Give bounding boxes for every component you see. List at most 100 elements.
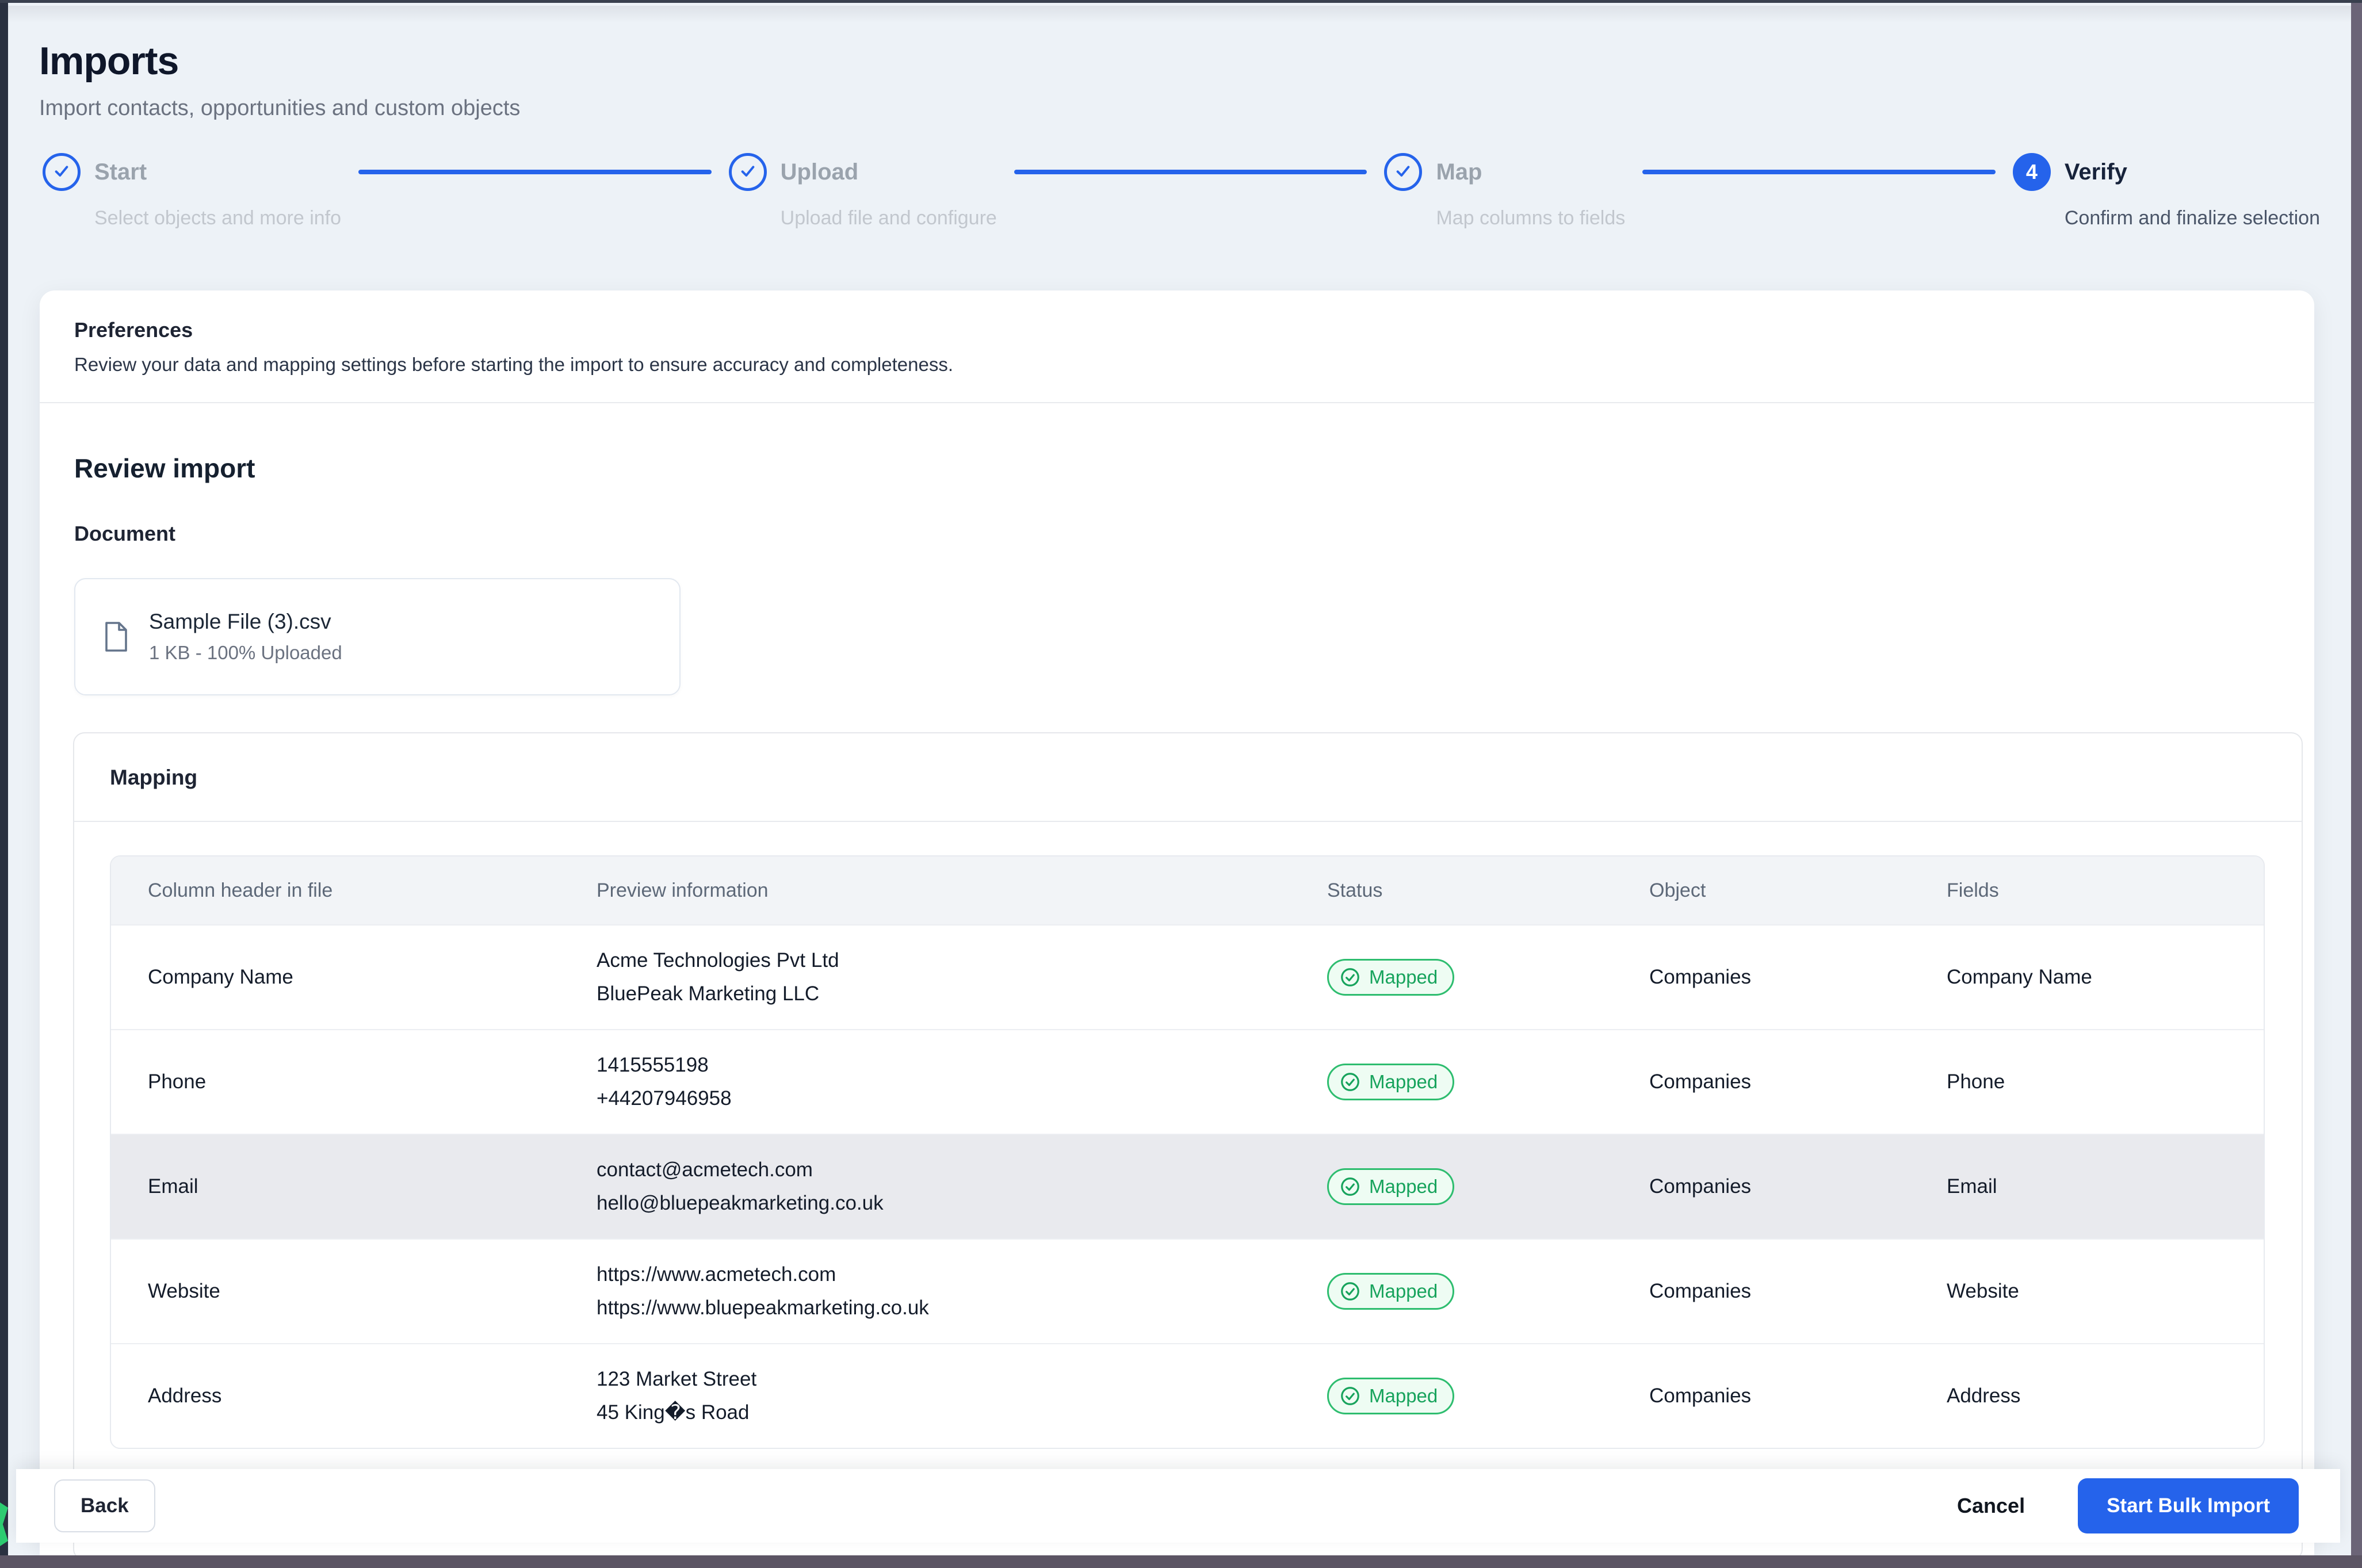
mapping-table-row[interactable]: Email contact@acmetech.com hello@bluepea… [111, 1134, 2264, 1238]
stepper-connector-line [358, 170, 712, 174]
mapping-table-row[interactable]: Address 123 Market Street 45 King�s Road… [111, 1343, 2264, 1448]
preferences-description: Review your data and mapping settings be… [74, 354, 954, 375]
mapped-status-badge: Mapped [1327, 1378, 1455, 1414]
stepper-step-indicator [43, 153, 81, 191]
cell-field: Website [1947, 1280, 2019, 1302]
stepper-step[interactable]: 4 Verify Confirm and finalize selection [2012, 153, 2320, 230]
stepper-step-indicator [1384, 153, 1423, 191]
section-divider [40, 402, 2314, 403]
review-import-title: Review import [74, 453, 255, 483]
stepper-step-label: Upload [780, 159, 859, 185]
stepper-step-top: Upload [728, 153, 997, 191]
step-check-icon [739, 162, 757, 183]
uploaded-file-card: Sample File (3).csv 1 KB - 100% Uploaded [74, 578, 681, 695]
badge-label: Mapped [1369, 1280, 1438, 1302]
preview-line-2: 45 King�s Road [597, 1401, 750, 1424]
cell-column-header: Email [148, 1175, 198, 1198]
preview-line-2: BluePeak Marketing LLC [597, 982, 820, 1005]
mapping-card: Mapping Column header in file Preview in… [73, 732, 2303, 1555]
mapping-table-header: Column header in file Preview informatio… [111, 856, 2264, 924]
review-import-section: Review import Document Sample File (3).c… [40, 403, 2314, 695]
cancel-button[interactable]: Cancel [1940, 1482, 2042, 1529]
stepper-connector-line [1642, 170, 1996, 174]
stepper-step-label: Start [94, 159, 147, 185]
page-subtitle: Import contacts, opportunities and custo… [39, 96, 521, 120]
stepper-step[interactable]: Start Select objects and more info [43, 153, 341, 230]
cell-object: Companies [1649, 1280, 1752, 1302]
cell-field: Email [1947, 1175, 1997, 1198]
preview-line-1: 123 Market Street [597, 1368, 757, 1390]
file-name: Sample File (3).csv [149, 610, 331, 633]
preview-line-1: https://www.acmetech.com [597, 1263, 836, 1286]
stepper-connector-line [1014, 170, 1367, 174]
cell-field: Address [1947, 1385, 2021, 1407]
cell-status: Mapped [1290, 1064, 1612, 1100]
stepper-step-top: 4 Verify [2012, 153, 2320, 191]
cell-field: Phone [1947, 1070, 2005, 1093]
imports-page: Imports Import contacts, opportunities a… [8, 3, 2351, 1555]
cell-status: Mapped [1290, 1378, 1612, 1414]
stepper-step-top: Map [1384, 153, 1625, 191]
cell-preview: contact@acmetech.com hello@bluepeakmarke… [560, 1158, 1290, 1215]
step-number: 4 [2025, 160, 2038, 183]
stepper-step[interactable]: Map Map columns to fields [1384, 153, 1625, 230]
mapping-table-row[interactable]: Company Name Acme Technologies Pvt Ltd B… [111, 924, 2264, 1029]
back-button[interactable]: Back [54, 1479, 155, 1532]
column-header-fields: Fields [1947, 879, 1999, 901]
cell-preview: https://www.acmetech.com https://www.blu… [560, 1263, 1290, 1320]
cell-status: Mapped [1290, 959, 1612, 996]
window-top-edge [0, 0, 2362, 3]
cell-column-header: Phone [148, 1070, 207, 1093]
verify-panel: Preferences Review your data and mapping… [40, 290, 2314, 1555]
file-document-icon [102, 621, 129, 653]
page-title: Imports [39, 39, 179, 83]
window-left-edge [0, 0, 8, 1555]
cell-object: Companies [1649, 1385, 1752, 1407]
preview-line-2: hello@bluepeakmarketing.co.uk [597, 1192, 884, 1214]
stepper-step-description: Upload file and configure [780, 207, 997, 229]
column-header-file: Column header in file [148, 879, 333, 901]
badge-label: Mapped [1369, 1385, 1438, 1406]
cell-status: Mapped [1290, 1168, 1612, 1205]
cell-preview: 123 Market Street 45 King�s Road [560, 1368, 1290, 1424]
footer-action-bar: Back Cancel Start Bulk Import [16, 1469, 2340, 1543]
mapping-table-row[interactable]: Phone 1415555198 +44207946958 Mapped Com… [111, 1029, 2264, 1134]
top-gradient [8, 6, 2351, 23]
document-label: Document [74, 522, 176, 545]
cell-status: Mapped [1290, 1273, 1612, 1310]
cell-column-header: Address [148, 1385, 222, 1407]
cell-column-header: Company Name [148, 966, 293, 988]
taskbar-strip [0, 1555, 2362, 1568]
preview-line-1: contact@acmetech.com [597, 1158, 813, 1181]
mapping-table-body: Company Name Acme Technologies Pvt Ltd B… [111, 924, 2264, 1448]
page-header: Imports Import contacts, opportunities a… [8, 3, 2351, 121]
column-header-status: Status [1327, 879, 1383, 901]
preview-line-1: 1415555198 [597, 1054, 709, 1076]
mapped-status-badge: Mapped [1327, 959, 1455, 996]
badge-label: Mapped [1369, 1176, 1438, 1197]
stepper-step-label: Map [1436, 159, 1482, 185]
stepper: Start Select objects and more info Uploa… [8, 121, 2351, 230]
stepper-step-label: Verify [2064, 159, 2127, 185]
file-info: Sample File (3).csv 1 KB - 100% Uploaded [149, 610, 342, 664]
mapping-table-row[interactable]: Website https://www.acmetech.com https:/… [111, 1238, 2264, 1343]
mapping-divider [74, 821, 2302, 822]
stepper-step-top: Start [43, 153, 341, 191]
cell-preview: 1415555198 +44207946958 [560, 1054, 1290, 1110]
badge-label: Mapped [1369, 1071, 1438, 1092]
step-check-icon [1394, 162, 1412, 183]
mapped-status-badge: Mapped [1327, 1273, 1455, 1310]
badge-label: Mapped [1369, 966, 1438, 988]
cell-object: Companies [1649, 1070, 1752, 1093]
start-bulk-import-button[interactable]: Start Bulk Import [2078, 1478, 2299, 1533]
mapping-table: Column header in file Preview informatio… [110, 855, 2265, 1449]
preview-line-1: Acme Technologies Pvt Ltd [597, 949, 839, 972]
cell-object: Companies [1649, 1175, 1752, 1198]
stepper-step[interactable]: Upload Upload file and configure [728, 153, 997, 230]
cell-preview: Acme Technologies Pvt Ltd BluePeak Marke… [560, 949, 1290, 1005]
mapped-status-badge: Mapped [1327, 1168, 1455, 1205]
cell-object: Companies [1649, 966, 1752, 988]
step-check-icon [52, 162, 71, 183]
preferences-section: Preferences Review your data and mapping… [40, 290, 2314, 376]
preview-line-2: +44207946958 [597, 1087, 732, 1110]
